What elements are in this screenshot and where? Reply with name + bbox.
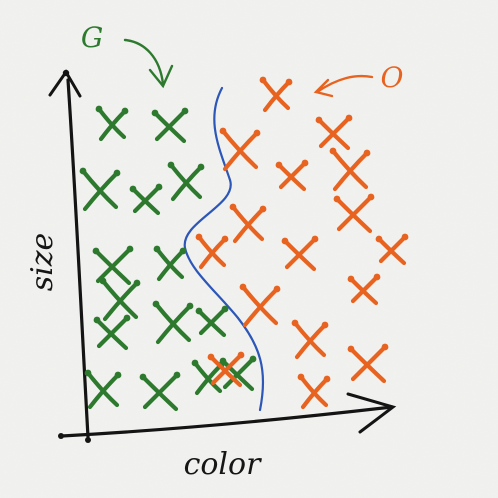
x-axis-label: color [184,447,263,482]
y-axis-label: size [25,233,60,292]
class-label-o: O [381,61,404,94]
class-label-g: G [81,21,103,54]
x-axis-start-dot [58,433,64,439]
y-axis-origin-dot [85,437,91,443]
